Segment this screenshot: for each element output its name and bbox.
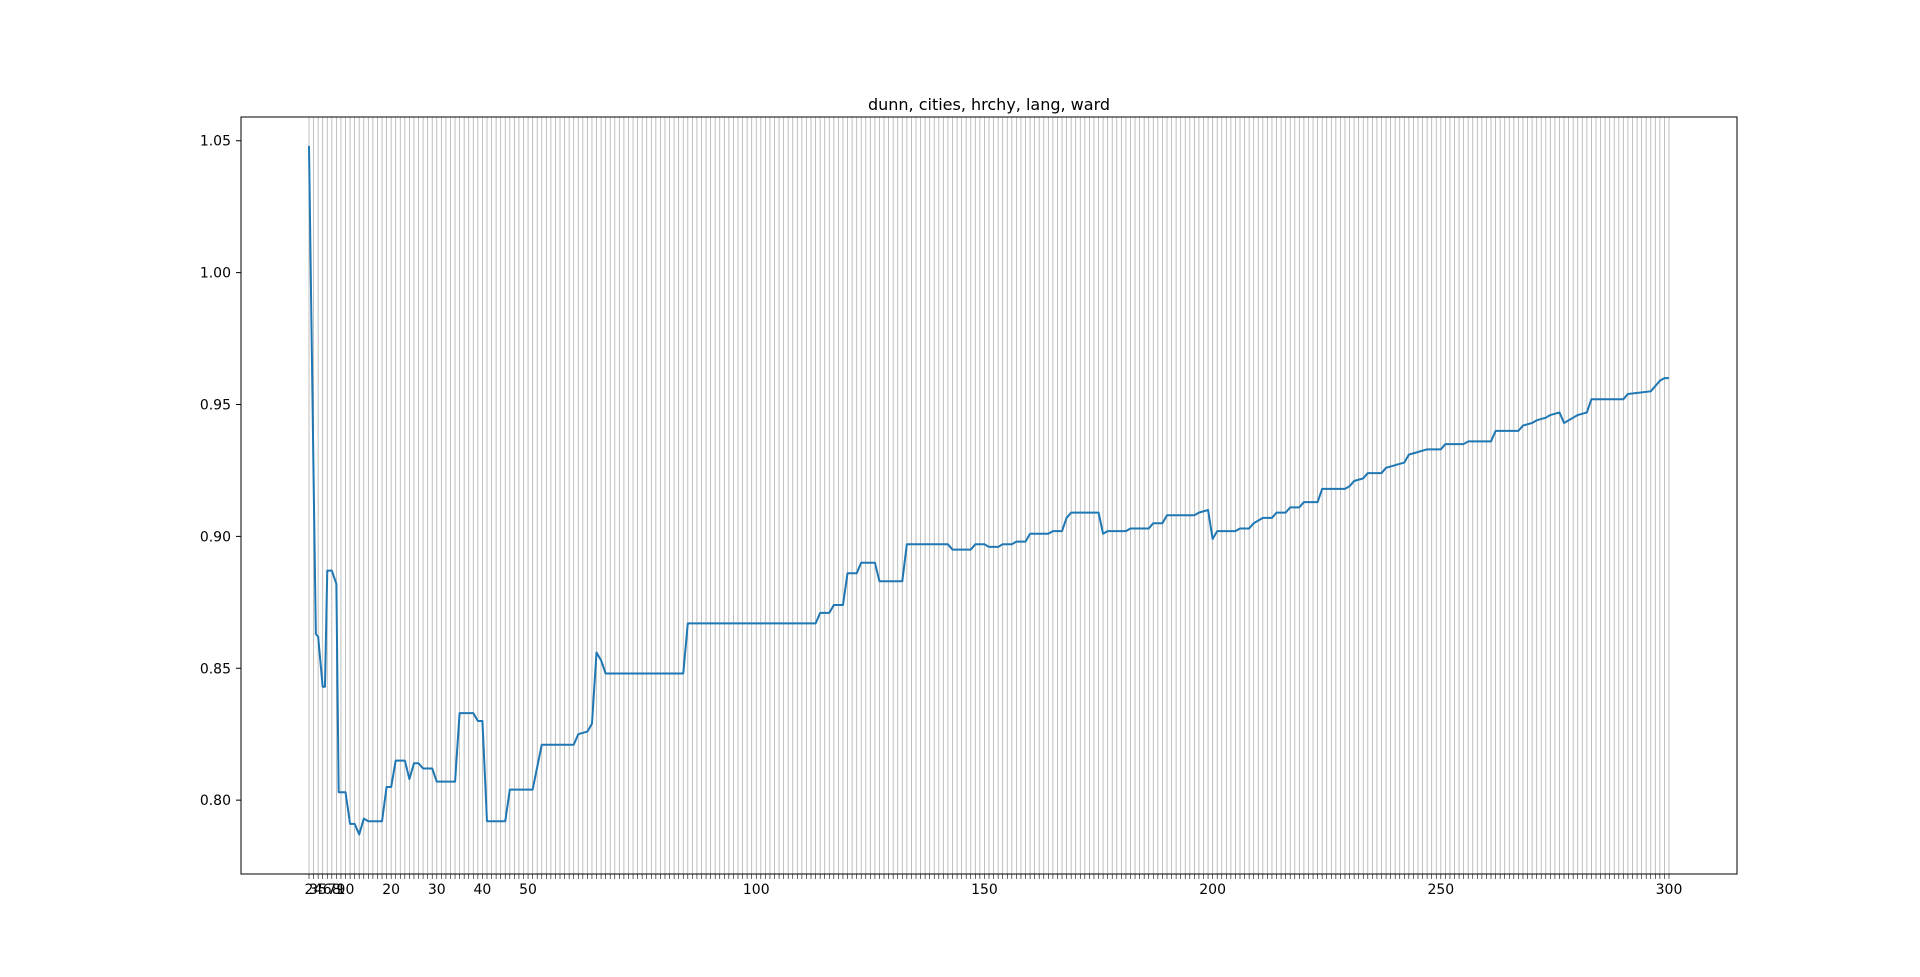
y-tick-label: 1.00 — [200, 266, 231, 282]
y-tick-label: 0.85 — [200, 661, 231, 677]
series-layer — [308, 145, 1669, 836]
x-tick-label: 7 — [327, 882, 336, 898]
x-tick-label: 5 — [318, 882, 327, 898]
x-tick-label: 30 — [428, 882, 446, 898]
y-tick-label: 0.95 — [200, 398, 231, 414]
y-tick-label: 0.80 — [200, 793, 231, 809]
x-tick-label: 20 — [382, 882, 400, 898]
y-tick-label: 0.90 — [200, 529, 231, 545]
x-tick-label: 200 — [1199, 882, 1226, 898]
x-tick-label: 250 — [1427, 882, 1454, 898]
vertical-grid — [308, 117, 1670, 874]
y-axis: 0.80 0.85 0.90 0.95 1.00 1.05 — [200, 134, 241, 809]
x-tick-label: 100 — [743, 882, 770, 898]
x-tick-label: 9 — [336, 882, 345, 898]
x-tick-label: 4 — [314, 882, 323, 898]
chart-title: dunn, cities, hrchy, lang, ward — [868, 95, 1110, 114]
x-tick-label: 6 — [323, 882, 332, 898]
y-tick-label: 1.05 — [200, 134, 231, 150]
plot-area-frame — [240, 116, 1738, 875]
x-tick-label: 150 — [971, 882, 998, 898]
x-tick-label: 10 — [337, 882, 355, 898]
series-line — [308, 145, 1669, 836]
x-tick-label: 40 — [474, 882, 492, 898]
x-tick-label: 8 — [332, 882, 341, 898]
x-tick-label: 50 — [519, 882, 537, 898]
x-tick-label: 2 — [305, 882, 314, 898]
x-tick-label: 300 — [1656, 882, 1683, 898]
x-tick-label: 3 — [309, 882, 318, 898]
